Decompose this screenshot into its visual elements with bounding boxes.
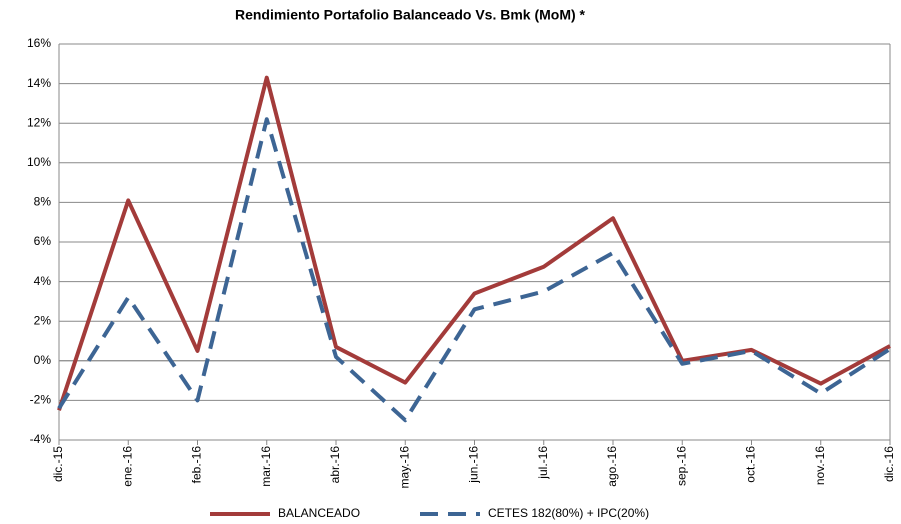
series-line <box>57 75 891 411</box>
y-tick-label: -2% <box>30 393 52 407</box>
y-tick-label: 12% <box>27 115 51 129</box>
x-tick-label: sep.-16 <box>674 446 688 486</box>
x-tick-label: oct.-16 <box>744 446 758 483</box>
series-line <box>57 117 892 423</box>
y-tick-label: 6% <box>34 234 52 248</box>
x-tick-label: abr.-16 <box>328 446 342 484</box>
x-tick-label: mar.-16 <box>259 446 273 487</box>
chart-title: Rendimiento Portafolio Balanceado Vs. Bm… <box>235 7 586 23</box>
y-tick-label: 2% <box>34 313 52 327</box>
legend-label: BALANCEADO <box>278 506 360 520</box>
x-tick-label: nov.-16 <box>813 446 827 485</box>
x-tick-label: ago.-16 <box>605 446 619 487</box>
x-tick-label: may.-16 <box>397 446 411 489</box>
y-tick-label: 14% <box>27 76 51 90</box>
y-tick-label: 10% <box>27 155 51 169</box>
x-tick-label: jun.-16 <box>467 446 481 484</box>
y-tick-label: 4% <box>34 274 52 288</box>
x-tick-label: jul.-16 <box>536 446 550 480</box>
x-tick-label: feb.-16 <box>190 446 204 484</box>
y-tick-label: 16% <box>27 36 51 50</box>
y-tick-label: -4% <box>30 432 52 446</box>
legend-label: CETES 182(80%) + IPC(20%) <box>488 506 649 520</box>
y-tick-label: 8% <box>34 195 52 209</box>
x-tick-label: dic.-16 <box>882 446 896 482</box>
y-tick-label: 0% <box>34 353 52 367</box>
x-tick-label: ene.-16 <box>120 446 134 487</box>
x-tick-label: dic.-15 <box>51 446 65 482</box>
